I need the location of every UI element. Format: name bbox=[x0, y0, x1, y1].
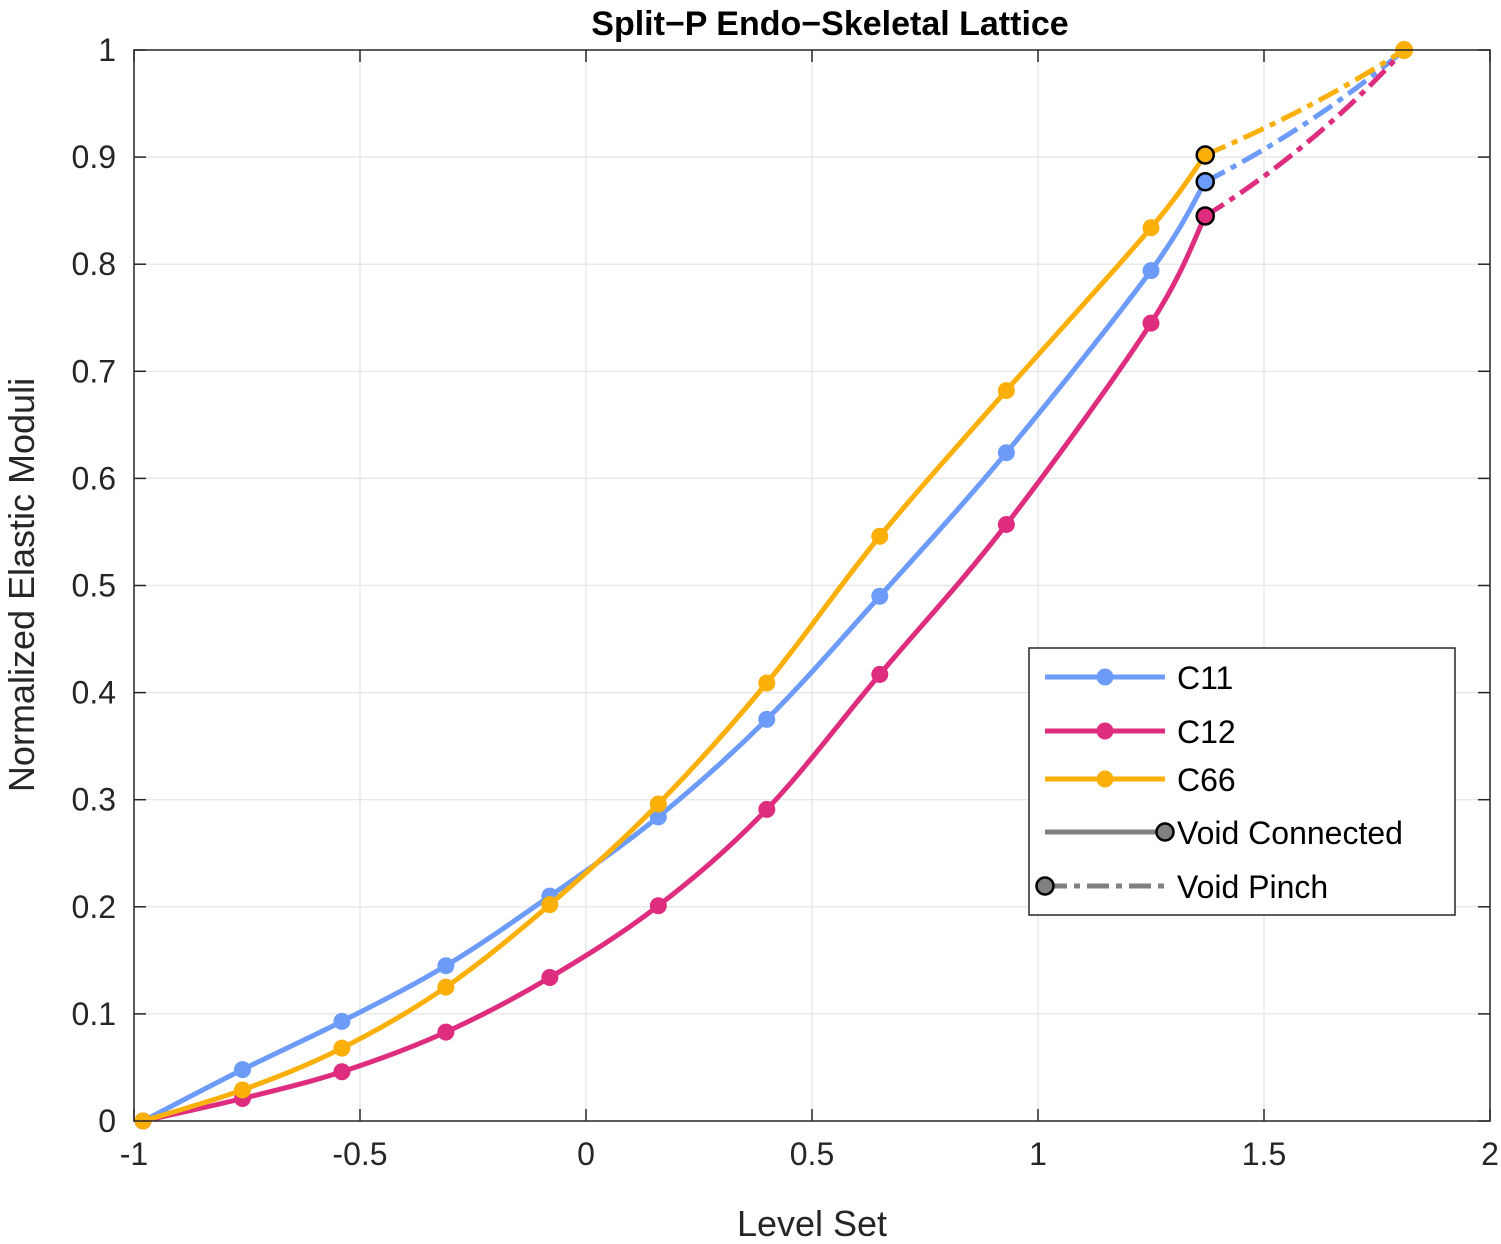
legend-label: C66 bbox=[1177, 762, 1236, 798]
legend-marker-void-connected bbox=[1155, 822, 1175, 842]
y-tick-label: 0.9 bbox=[72, 139, 116, 175]
data-point bbox=[758, 800, 776, 818]
series-line bbox=[140, 179, 1208, 1124]
legend-label: Void Connected bbox=[1177, 815, 1403, 851]
y-tick-label: 1 bbox=[98, 32, 116, 68]
series-dashed-line bbox=[1203, 48, 1406, 219]
x-tick-label: 2 bbox=[1481, 1136, 1499, 1172]
y-tick-label: 0.8 bbox=[72, 246, 116, 282]
ticks: -1 -0.5 0 0.5 1 1.5 2 0 0.1 0.2 0.3 0.4 0.5 0.6 0.7 0.8… bbox=[72, 32, 1499, 1172]
x-tick-label: -1 bbox=[120, 1136, 148, 1172]
data-point bbox=[649, 897, 667, 915]
data-point bbox=[758, 674, 776, 692]
data-point bbox=[233, 1061, 251, 1079]
x-tick-label: 0 bbox=[577, 1136, 595, 1172]
data-point bbox=[541, 896, 559, 914]
y-tick-label: 0.5 bbox=[72, 568, 116, 604]
data-point bbox=[1142, 219, 1160, 237]
x-tick-label: 1.5 bbox=[1242, 1136, 1286, 1172]
data-point bbox=[1142, 262, 1160, 280]
legend-label: Void Pinch bbox=[1177, 869, 1328, 905]
data-point bbox=[233, 1081, 251, 1099]
data-point bbox=[437, 957, 455, 975]
data-point bbox=[1142, 314, 1160, 332]
x-tick-label: 0.5 bbox=[790, 1136, 834, 1172]
legend-marker-c66 bbox=[1096, 770, 1114, 788]
series-line bbox=[140, 152, 1208, 1124]
legend-items: C11 C12 C66 Void Connected Void Pinch bbox=[1035, 660, 1403, 905]
data-point bbox=[333, 1012, 351, 1030]
y-tick-label: 0.3 bbox=[72, 782, 116, 818]
y-axis-label: Normalized Elastic Moduli bbox=[1, 378, 42, 792]
legend-marker-void-pinch bbox=[1035, 876, 1055, 896]
legend-marker-c12 bbox=[1096, 722, 1114, 740]
legend: C11 C12 C66 Void Connected Void Pinch bbox=[1028, 647, 1456, 916]
series-layer bbox=[134, 41, 1414, 1130]
data-point bbox=[871, 527, 889, 545]
data-point bbox=[649, 795, 667, 813]
series-dashed-line bbox=[1204, 47, 1406, 158]
data-point bbox=[333, 1039, 351, 1057]
y-tick-label: 0 bbox=[98, 1103, 116, 1139]
y-tick-label: 0.6 bbox=[72, 460, 116, 496]
plot-area-border bbox=[133, 49, 1491, 1122]
series-dashed-line bbox=[1204, 48, 1406, 184]
data-point bbox=[758, 710, 776, 728]
x-axis-label: Level Set bbox=[737, 1203, 887, 1244]
data-point bbox=[997, 515, 1015, 533]
x-tick-label: 1 bbox=[1029, 1136, 1047, 1172]
data-point bbox=[437, 978, 455, 996]
x-tick-label: -0.5 bbox=[332, 1136, 387, 1172]
void-pinch-point bbox=[1195, 206, 1215, 226]
series-c12 bbox=[134, 48, 1406, 1130]
y-tick-label: 0.4 bbox=[72, 675, 116, 711]
data-point bbox=[437, 1023, 455, 1041]
series-c11 bbox=[134, 48, 1406, 1130]
y-tick-label: 0.1 bbox=[72, 996, 116, 1032]
data-point bbox=[541, 968, 559, 986]
legend-marker-c11 bbox=[1096, 668, 1114, 686]
y-tick-label: 0.7 bbox=[72, 353, 116, 389]
chart-title: Split−P Endo−Skeletal Lattice bbox=[591, 5, 1068, 43]
y-tick-label: 0.2 bbox=[72, 889, 116, 925]
data-point bbox=[649, 808, 667, 826]
legend-label: C11 bbox=[1177, 660, 1233, 696]
void-pinch-point bbox=[1195, 145, 1215, 165]
data-point bbox=[997, 382, 1015, 400]
data-point bbox=[871, 587, 889, 605]
data-point bbox=[333, 1063, 351, 1081]
data-point bbox=[997, 444, 1015, 462]
data-point bbox=[871, 665, 889, 683]
void-pinch-point bbox=[1195, 171, 1215, 192]
legend-label: C12 bbox=[1177, 714, 1236, 750]
